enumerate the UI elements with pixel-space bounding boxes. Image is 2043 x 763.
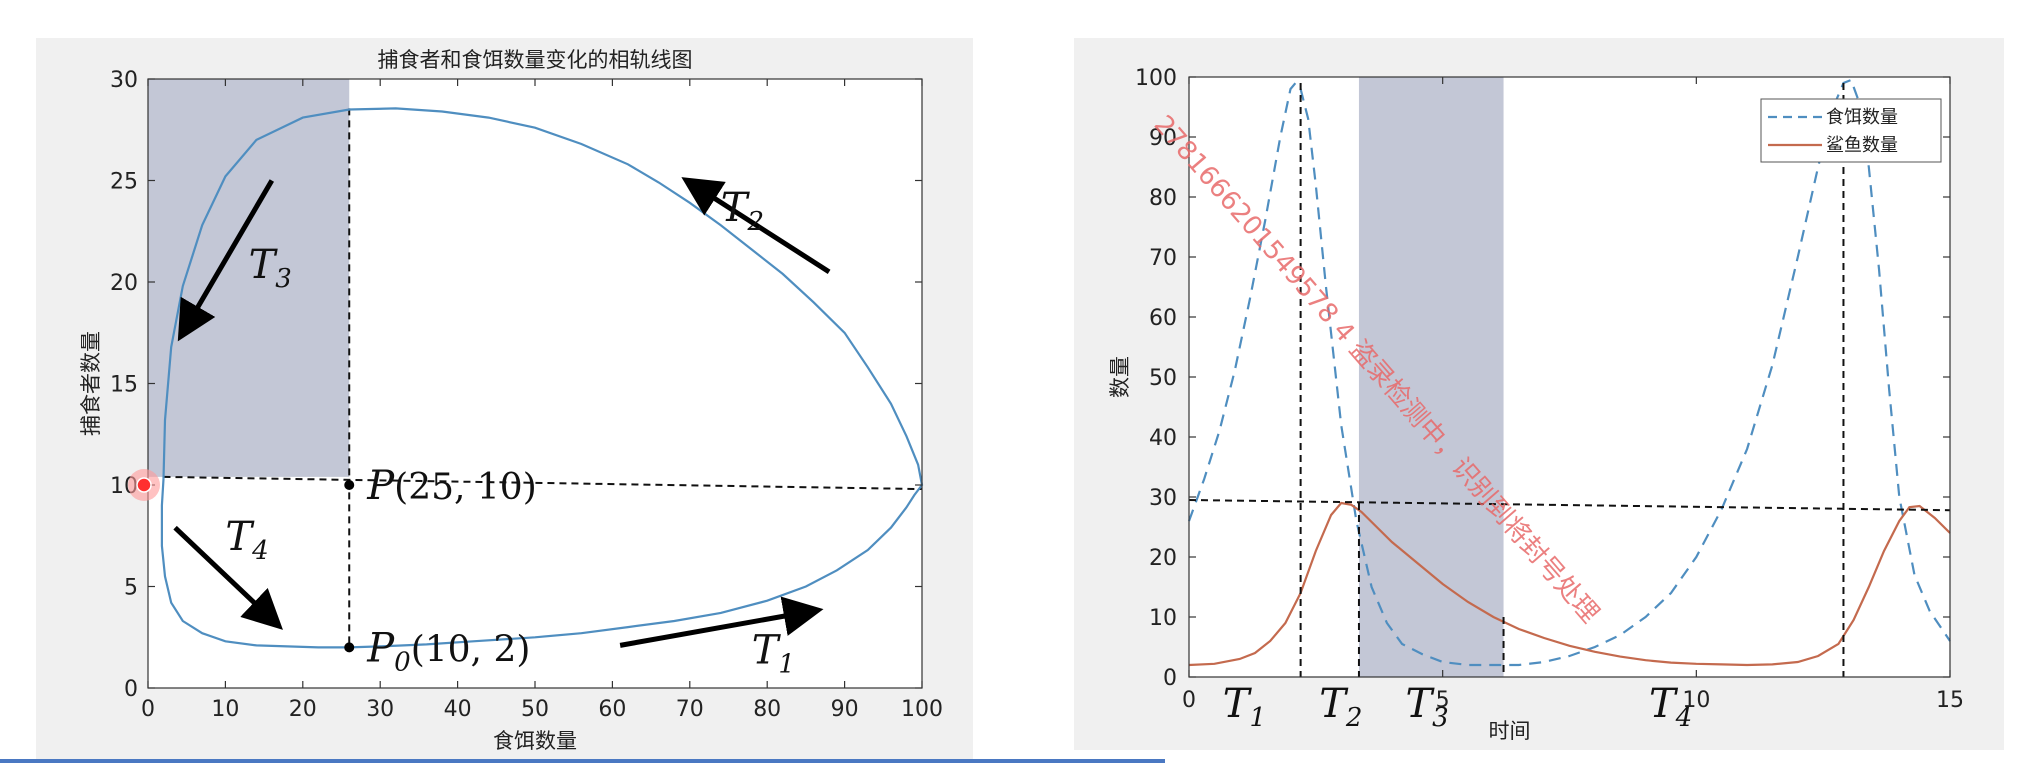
right-y-tick-label: 40 (1149, 426, 1177, 451)
left-y-tick-label: 20 (110, 271, 138, 296)
right-x-tick-label: 0 (1182, 688, 1196, 713)
right-x-tick-label: 5 (1436, 688, 1450, 713)
right-shaded-region (1358, 77, 1504, 677)
left-x-tick-label: 70 (676, 697, 704, 722)
right-y-tick-label: 100 (1135, 66, 1177, 91)
time-interval-label-4: T4 (1649, 681, 1692, 733)
right-y-axis-label: 数量 (1108, 356, 1132, 398)
series-line-0 (1187, 78, 1951, 667)
left-x-tick-label: 80 (753, 697, 781, 722)
right-y-tick-label: 30 (1149, 486, 1177, 511)
left-y-tick-label: 0 (124, 677, 138, 702)
direction-label-4: T4 (225, 514, 268, 566)
left-x-tick-label: 10 (211, 697, 239, 722)
cursor-dot (136, 477, 152, 493)
left-x-tick-label: 100 (901, 697, 943, 722)
direction-arrow-2 (681, 177, 831, 274)
equilibrium-point-0 (344, 480, 355, 490)
series-line-1 (1188, 501, 1951, 667)
left-y-axis-label: 捕食者数量 (79, 331, 103, 436)
left-y-tick-label: 25 (110, 170, 138, 195)
direction-arrow-1 (619, 596, 824, 648)
direction-arrow-3 (177, 179, 274, 342)
time-interval-label-2: T2 (1319, 681, 1362, 733)
right-x-tick-label: 15 (1936, 688, 1964, 713)
left-chart-title: 捕食者和食饵数量变化的相轨线图 (378, 48, 693, 72)
right-y-tick-label: 70 (1149, 246, 1177, 271)
left-x-axis-label: 食饵数量 (493, 729, 577, 753)
left-horizontal-ref-line (163, 475, 923, 491)
right-x-axis-label: 时间 (1489, 719, 1531, 743)
time-interval-label-3: T3 (1405, 681, 1448, 733)
left-y-tick-label: 15 (110, 373, 138, 398)
right-y-tick-label: 0 (1163, 666, 1177, 691)
right-y-tick-label: 60 (1149, 306, 1177, 331)
legend-label-1: 鲨鱼数量 (1826, 135, 1898, 156)
taskbar-edge (0, 759, 1165, 763)
legend-label-0: 食饵数量 (1826, 107, 1898, 128)
right-y-tick-label: 80 (1149, 186, 1177, 211)
phase-orbit-line-0 (160, 107, 924, 649)
direction-label-2: T2 (721, 185, 764, 237)
direction-arrow-4 (173, 525, 283, 630)
right-y-tick-label: 50 (1149, 366, 1177, 391)
right-y-tick-label: 20 (1149, 546, 1177, 571)
right-x-tick-label: 10 (1682, 688, 1710, 713)
left-x-tick-label: 60 (598, 697, 626, 722)
left-shaded-region (148, 79, 350, 477)
left-y-tick-label: 5 (124, 576, 138, 601)
right-y-tick-label: 10 (1149, 606, 1177, 631)
left-x-tick-label: 20 (289, 697, 317, 722)
direction-label-3: T3 (249, 242, 292, 294)
legend-box (1760, 98, 1942, 163)
left-x-tick-label: 50 (521, 697, 549, 722)
point-label-1: P0(10, 2) (366, 625, 530, 677)
direction-label-1: T1 (752, 628, 795, 680)
left-y-tick-label: 30 (110, 68, 138, 93)
left-x-tick-label: 0 (141, 697, 155, 722)
left-x-tick-label: 40 (444, 697, 472, 722)
time-interval-label-1: T1 (1223, 681, 1266, 733)
right-horizontal-ref-line (1188, 499, 1951, 512)
left-x-tick-label: 90 (831, 697, 859, 722)
left-x-tick-label: 30 (366, 697, 394, 722)
point-label-0: P(25, 10) (366, 463, 537, 509)
right-y-tick-label: 90 (1149, 126, 1177, 151)
equilibrium-point-1 (344, 642, 355, 653)
